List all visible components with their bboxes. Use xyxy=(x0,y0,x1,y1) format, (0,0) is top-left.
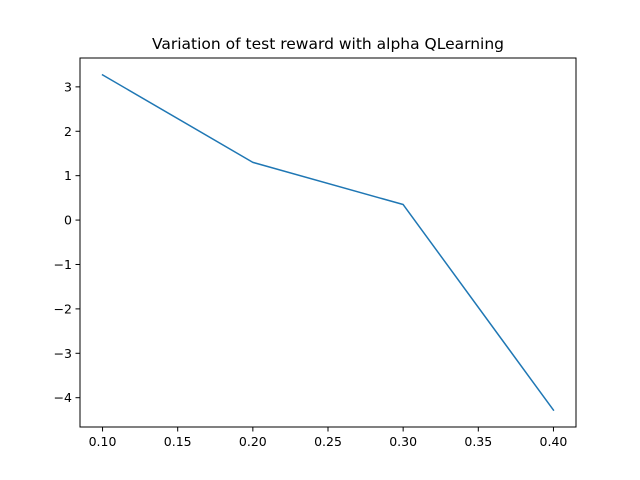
x-tick-label: 0.20 xyxy=(239,434,267,449)
y-tick-label: −4 xyxy=(54,390,72,405)
y-tick-label: 3 xyxy=(64,79,72,94)
x-tick-label: 0.15 xyxy=(164,434,192,449)
y-tick-label: 1 xyxy=(64,168,72,183)
x-tick-label: 0.40 xyxy=(540,434,568,449)
y-tick-label: 2 xyxy=(64,124,72,139)
x-tick-label: 0.30 xyxy=(389,434,417,449)
y-tick-label: −1 xyxy=(54,257,72,272)
x-tick-label: 0.10 xyxy=(89,434,117,449)
y-tick-label: 0 xyxy=(64,213,72,228)
series-line-0 xyxy=(101,73,555,412)
chart-title: Variation of test reward with alpha QLea… xyxy=(152,35,504,53)
y-tick-label: −2 xyxy=(54,301,72,316)
plot-area: 0.10 0.15 0.20 0.25 0.30 0.35 0.40 −4 −3 −2 −1 0 1 2 3 xyxy=(54,57,577,449)
x-tick-label: 0.25 xyxy=(314,434,342,449)
y-tick-label: −3 xyxy=(54,346,72,361)
x-tick-label: 0.35 xyxy=(464,434,492,449)
